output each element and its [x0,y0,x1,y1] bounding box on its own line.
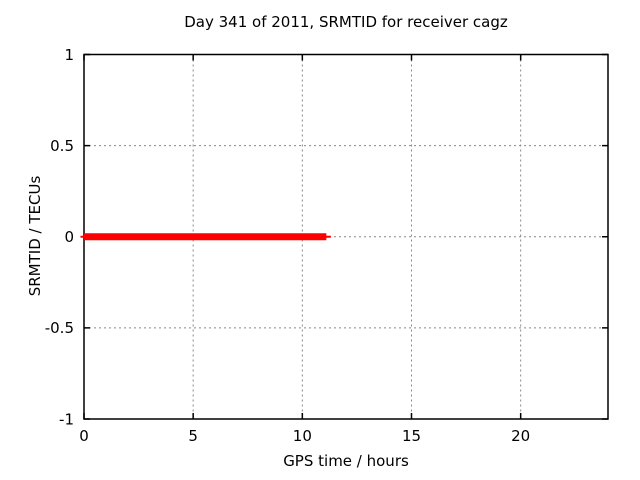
chart-title: Day 341 of 2011, SRMTID for receiver cag… [184,13,508,31]
x-tick-label: 20 [511,427,530,445]
y-tick-label: -0.5 [45,319,74,337]
tick-labels: 0 5 10 15 20 1 0.5 0 -0.5 -1 [45,46,530,445]
x-tick-label: 10 [293,427,312,445]
y-tick-label: 0 [64,228,74,246]
y-tick-label: 0.5 [50,137,74,155]
gridlines [84,54,608,419]
x-tick-label: 0 [79,427,89,445]
x-axis-label: GPS time / hours [283,452,409,470]
x-tick-label: 15 [402,427,421,445]
y-tick-label: -1 [59,410,74,428]
y-tick-label: 1 [64,46,74,64]
x-tick-label: 5 [188,427,198,445]
